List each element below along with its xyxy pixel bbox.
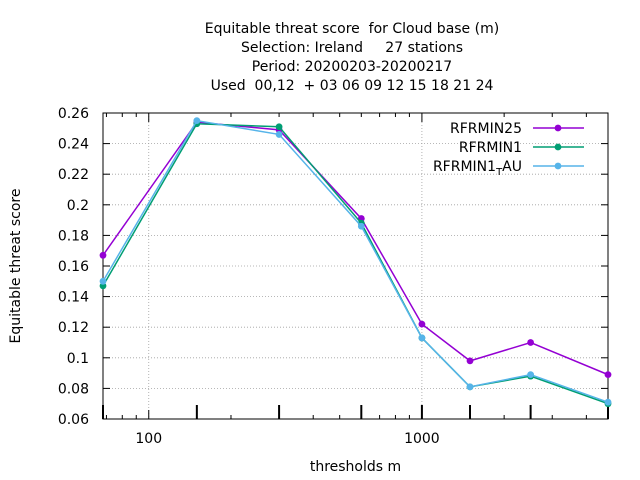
- y-axis-label: Equitable threat score: [8, 189, 24, 344]
- title-line-2: Selection: Ireland 27 stations: [241, 40, 463, 56]
- y-tick-label: 0.2: [67, 198, 89, 214]
- series-2: [99, 120, 612, 408]
- data-point: [604, 398, 612, 406]
- legend-label: RFRMIN1TAU: [433, 159, 522, 178]
- series-line: [102, 122, 609, 405]
- legend-label: RFRMIN25: [450, 121, 522, 137]
- x-axis: 100 1000: [102, 113, 609, 447]
- y-tick-label: 0.22: [58, 167, 89, 183]
- legend-label: RFRMIN1: [459, 140, 522, 156]
- series-layer: [99, 117, 612, 408]
- data-point: [604, 371, 612, 379]
- chart-title: Equitable threat score for Cloud base (m…: [205, 21, 499, 94]
- grid: [103, 113, 608, 419]
- data-point: [193, 117, 201, 125]
- x-tick-label: 1000: [404, 431, 440, 447]
- legend-swatch-marker: [554, 162, 562, 170]
- y-tick-label: 0.12: [58, 320, 89, 336]
- y-tick-label: 0.16: [58, 259, 89, 275]
- data-point: [466, 357, 474, 365]
- y-tick-label: 0.08: [58, 381, 89, 397]
- title-line-1: Equitable threat score for Cloud base (m…: [205, 21, 499, 37]
- title-line-3: Period: 20200203-20200217: [252, 59, 452, 75]
- legend-swatch-marker: [554, 143, 562, 151]
- series-3: [99, 117, 612, 406]
- series-line: [102, 121, 609, 376]
- series-line: [102, 119, 609, 403]
- y-tick-label: 0.1: [67, 351, 89, 367]
- data-point: [99, 251, 107, 259]
- x-tick-label: 100: [135, 431, 162, 447]
- y-tick-label: 0.26: [58, 106, 89, 122]
- data-point: [99, 277, 107, 285]
- y-tick-label: 0.18: [58, 228, 89, 244]
- data-point: [418, 334, 426, 342]
- y-tick-label: 0.24: [58, 137, 89, 153]
- data-point: [275, 123, 283, 131]
- y-tick-label: 0.06: [58, 412, 89, 428]
- data-point: [527, 371, 535, 379]
- legend: RFRMIN25 RFRMIN1 RFRMIN1TAU: [433, 121, 584, 178]
- y-axis: 0.06 0.08 0.1 0.12 0.14 0.16 0.18 0.2 0.22 0.24 0.…: [58, 106, 608, 428]
- data-point: [418, 320, 426, 328]
- y-tick-label: 0.14: [58, 290, 89, 306]
- x-axis-label: thresholds m: [310, 459, 401, 475]
- data-point: [527, 339, 535, 346]
- data-point: [466, 383, 474, 391]
- legend-swatch-marker: [554, 124, 562, 132]
- title-line-4: Used 00,12 + 03 06 09 12 15 18 21 24: [211, 78, 494, 94]
- data-point: [357, 222, 365, 230]
- data-point: [275, 131, 283, 138]
